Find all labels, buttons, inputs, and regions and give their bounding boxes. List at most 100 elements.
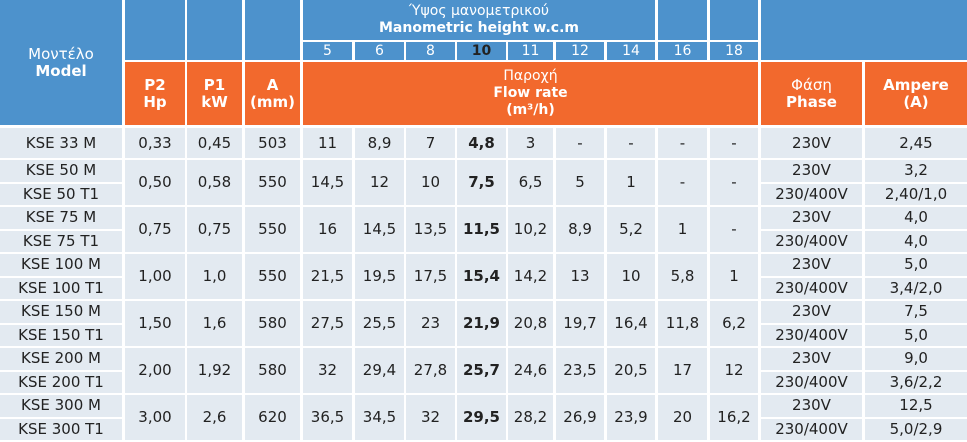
flow-value: 8,9: [556, 207, 604, 252]
flow-value-text: -: [679, 133, 686, 152]
flow-value: 23,5: [556, 348, 604, 393]
flow-value: 10: [607, 254, 655, 299]
flow-value-text: 14,5: [362, 220, 397, 238]
phase-value: 230V: [761, 301, 862, 323]
flow-value-text: 11,5: [462, 220, 500, 238]
p2-text: 3,00: [138, 408, 172, 426]
column-header-text: A: [266, 75, 279, 94]
flow-value-text: 32: [420, 408, 441, 426]
flow-value-text: 19,5: [362, 267, 397, 285]
ampere-value-text: 12,5: [899, 396, 933, 415]
phase-value: 230V: [761, 254, 862, 276]
flow-value: -: [658, 160, 707, 205]
model-header: Μοντέλο Model: [0, 0, 122, 125]
ampere-value: 4,0: [865, 230, 967, 252]
height-value-text: 8: [426, 42, 435, 59]
p1: 0,45: [187, 128, 242, 158]
ampere-value-text: 5,0: [904, 325, 928, 344]
flow-value-text: 23,5: [563, 361, 597, 379]
height-value-text: 12: [571, 42, 589, 59]
flow-value-text: -: [731, 220, 737, 238]
flow-value: 12: [355, 160, 404, 205]
p2-text: 0,75: [138, 220, 172, 238]
ampere-value-text: 5,0/2,9: [889, 419, 943, 438]
flow-value: 17,5: [406, 254, 455, 299]
ampere-value: 3,2: [865, 160, 967, 182]
phase-value-text: 230V: [792, 302, 831, 321]
blank-header: [710, 0, 758, 40]
flow-value-text: 27,8: [413, 361, 448, 379]
p2-text: 2,00: [138, 361, 172, 379]
flow-value: 10: [406, 160, 455, 205]
p1: 2,6: [187, 395, 242, 440]
p1-text: 2,6: [202, 408, 227, 426]
flow-value-text: 17: [672, 361, 693, 379]
flow-value-text: -: [679, 173, 686, 191]
flow-value: 34,5: [355, 395, 404, 440]
model-name: KSE 150 T1: [0, 324, 122, 346]
flow-value-text: 1: [729, 267, 739, 285]
flow-value: -: [607, 128, 655, 158]
column-header: P1 kW: [187, 62, 242, 125]
flow-value: -: [556, 128, 604, 158]
model-name: KSE 75 T1: [0, 230, 122, 252]
column-header-text: Hp: [143, 92, 167, 111]
flow-value-text: 7,5: [468, 173, 495, 191]
flow-value-text: 20: [672, 408, 693, 426]
a: 550: [245, 160, 300, 205]
model-name-text: KSE 50 T1: [22, 184, 100, 203]
model-name: KSE 50 M: [0, 160, 122, 182]
flow-value-text: 20,5: [614, 361, 648, 379]
height-value-text: 16: [673, 42, 692, 59]
ampere-value: 2,40/1,0: [865, 183, 967, 205]
flow-value-text: 12: [369, 173, 390, 191]
flow-value: 28,2: [508, 395, 553, 440]
flow-value-text: 29,4: [362, 361, 397, 379]
flow-value-text: -: [577, 133, 583, 152]
flow-value-text: 1: [677, 220, 688, 238]
flow-value-text: 21,5: [310, 267, 345, 285]
flow-value-text: 6,2: [722, 314, 746, 332]
ampere-value: 3,6/2,2: [865, 371, 967, 393]
p2-text: 0,33: [138, 133, 172, 152]
p2: 0,75: [125, 207, 185, 252]
flow-value-text: 24,6: [513, 361, 548, 379]
ampere-header: Ampere (A): [865, 62, 967, 125]
flow-value-text: 10,2: [513, 220, 548, 238]
phase-value: 230V: [761, 207, 862, 229]
a: 503: [245, 128, 300, 158]
p1-text: 0,45: [197, 133, 232, 152]
model-name: KSE 200 M: [0, 348, 122, 370]
flow-value: 23,9: [607, 395, 655, 440]
flow-value: 6,2: [710, 301, 758, 346]
flow-value: 26,9: [556, 395, 604, 440]
ampere-header-text: (A): [903, 92, 929, 111]
flow-value-text: 5,2: [619, 220, 643, 238]
flow-value: -: [710, 207, 758, 252]
p2: 0,33: [125, 128, 185, 158]
column-header-text: P1: [203, 75, 226, 94]
p1: 0,75: [187, 207, 242, 252]
flow-value-text: 13,5: [413, 220, 448, 238]
p2: 3,00: [125, 395, 185, 440]
model-name-text: KSE 300 M: [21, 396, 101, 415]
height-value: 5: [303, 42, 352, 60]
ampere-value-text: 3,2: [904, 161, 928, 180]
a: 550: [245, 254, 300, 299]
height-value: 12: [556, 42, 604, 60]
column-header: P2 Hp: [125, 62, 185, 125]
column-header-text: kW: [201, 92, 228, 111]
a: 580: [245, 348, 300, 393]
flow-header-text: Flow rate: [493, 85, 568, 101]
flow-value: 7: [406, 128, 455, 158]
ampere-value: 5,0: [865, 324, 967, 346]
column-header-text: P2: [144, 75, 166, 94]
flow-value: 16,2: [710, 395, 758, 440]
height-value: 8: [406, 42, 455, 60]
flow-value-text: 8,9: [568, 220, 592, 238]
model-name-text: KSE 150 T1: [18, 325, 104, 344]
flow-value: 25,5: [355, 301, 404, 346]
model-name-text: KSE 100 M: [21, 255, 101, 274]
height-value-text: 10: [471, 42, 492, 59]
ampere-value-text: 5,0: [904, 255, 928, 274]
